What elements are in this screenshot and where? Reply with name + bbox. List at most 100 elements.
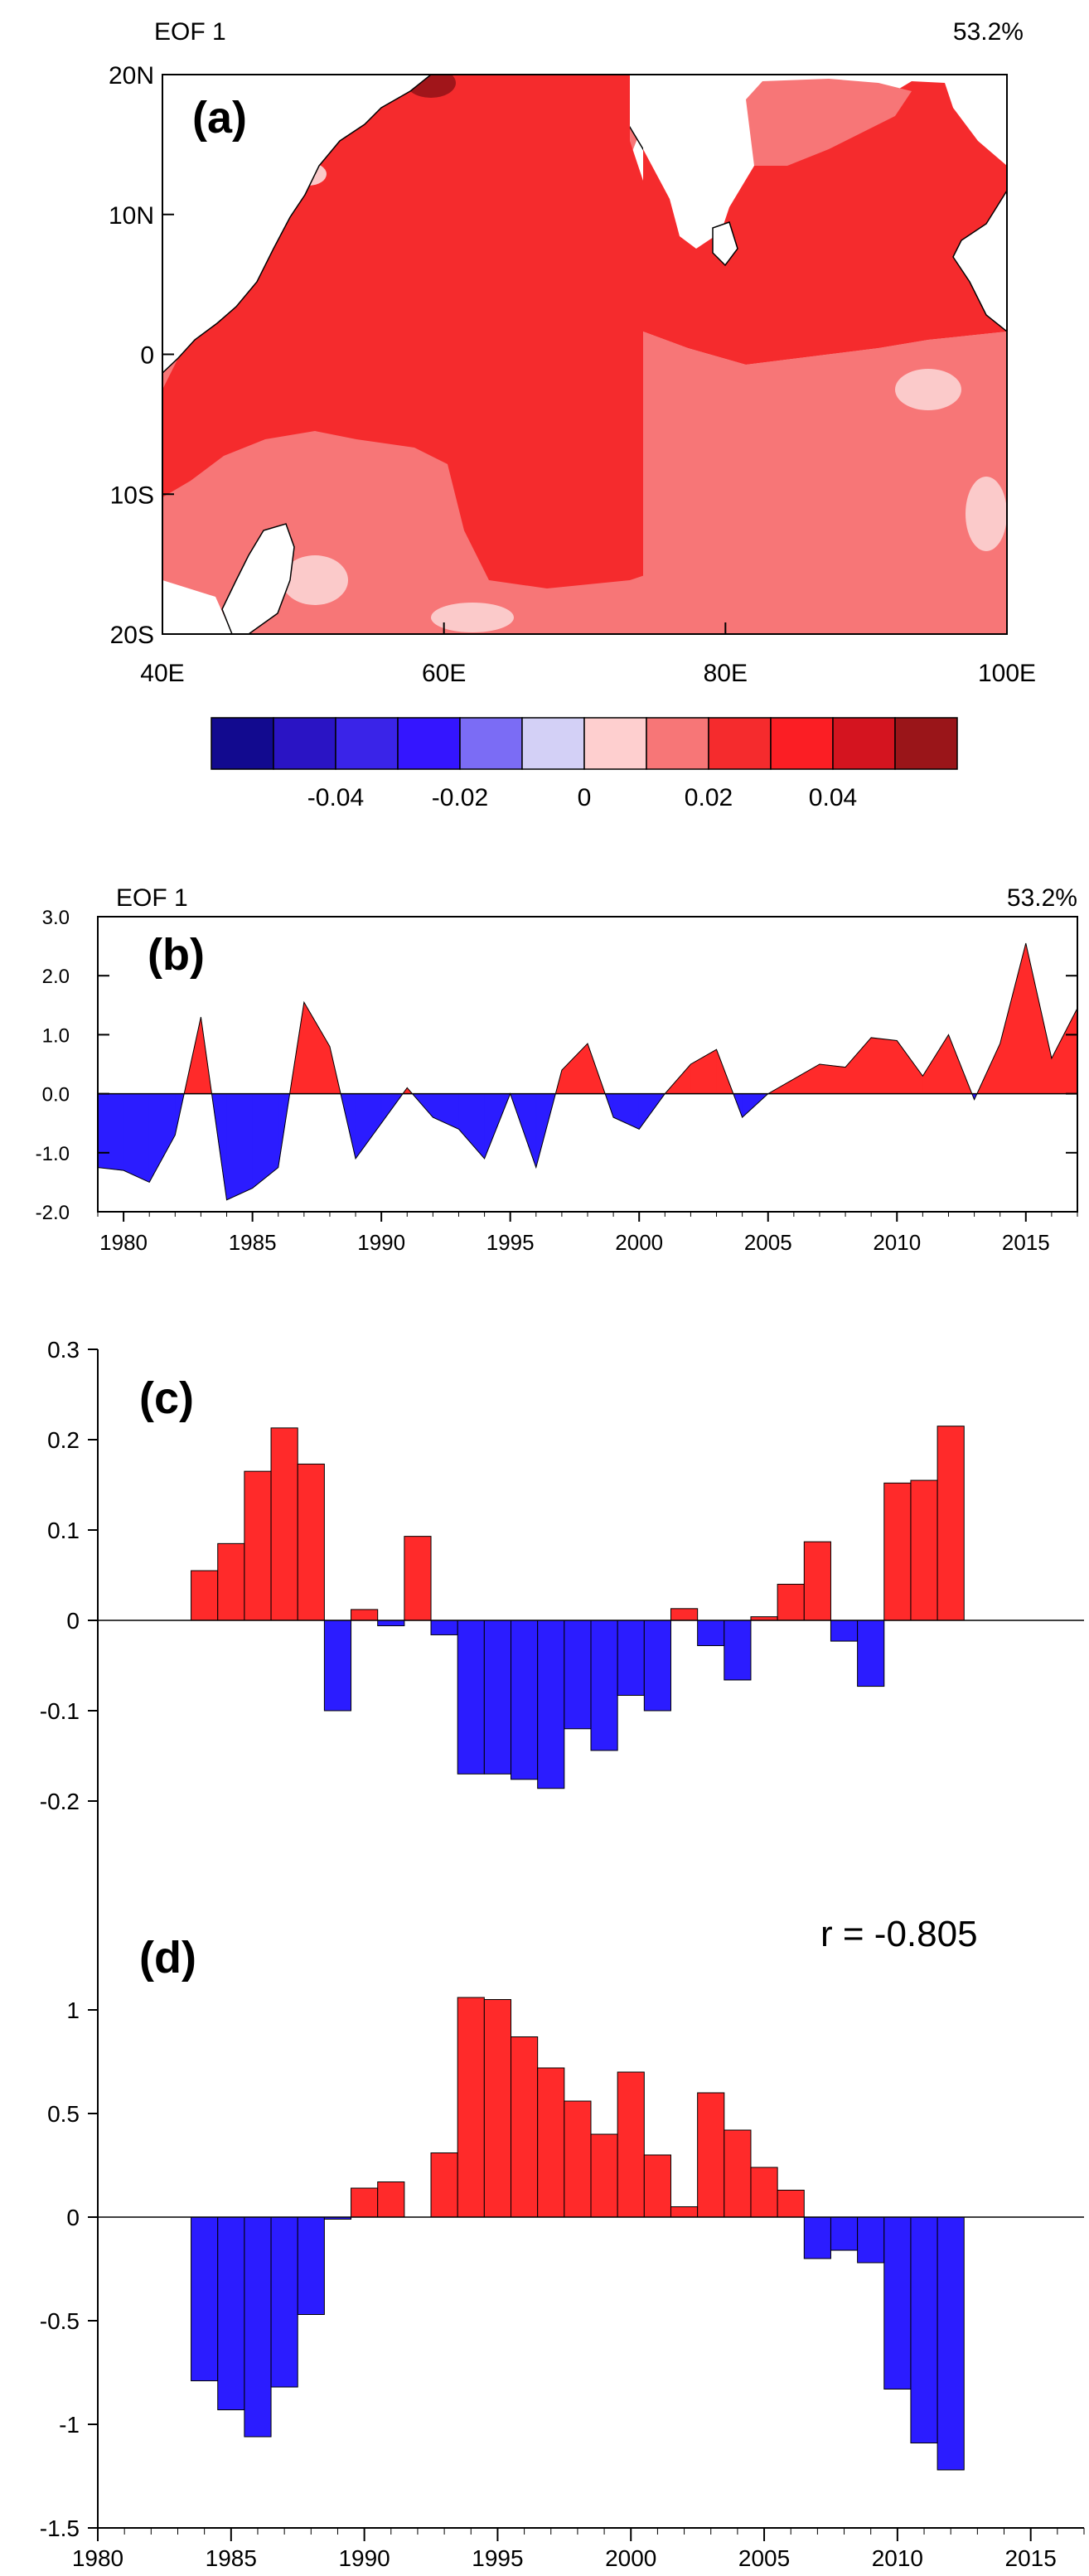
ocean-bay-medium: [746, 79, 912, 166]
map-y-tick-label: 20S: [110, 622, 154, 649]
colorbar-swatch: [894, 717, 958, 770]
colorbar-tick-label: -0.04: [307, 784, 364, 811]
x-tick-label: 1980: [99, 1230, 148, 1255]
bar: [830, 1620, 859, 1642]
y-tick-label: 0.5: [47, 2101, 80, 2127]
bar: [697, 2092, 725, 2218]
y-tick-label: -0.2: [40, 1789, 80, 1814]
bar: [191, 1570, 219, 1621]
x-tick-label: 2000: [615, 1230, 663, 1255]
land-africa-arabia: [162, 75, 433, 375]
map-y-tick-label: 0: [140, 342, 154, 370]
bar: [430, 1620, 458, 1635]
bar: [351, 2187, 379, 2218]
bar: [270, 2216, 298, 2388]
map-y-tick-label: 10S: [110, 482, 154, 509]
colorbar-swatch: [397, 717, 461, 770]
y-tick-label: 1.0: [42, 1024, 70, 1047]
bar: [297, 1463, 325, 1621]
x-tick-label: 2005: [738, 2545, 790, 2571]
map-x-tick-label: 80E: [704, 660, 748, 687]
panel-a: EOF 1 53.2%: [109, 18, 1036, 811]
weak-patch-south: [431, 603, 514, 632]
bar: [191, 2216, 219, 2381]
colorbar-swatch: [459, 717, 523, 770]
bar: [857, 1620, 885, 1687]
eof-series-line: [97, 942, 1078, 1201]
bar: [511, 2036, 539, 2218]
sst-map: [162, 75, 643, 634]
bar: [803, 1541, 831, 1621]
panel-b-variance: 53.2%: [1007, 884, 1077, 912]
bar: [483, 1620, 512, 1775]
colorbar-tick-label: 0.04: [809, 784, 857, 811]
y-tick-label: 0: [66, 2205, 80, 2230]
bar: [937, 2216, 965, 2471]
eof-positive-area: [183, 942, 1078, 1094]
map-axis-ticks: 40E 60E 80E 100E 20N 10N 0 10S 20S: [109, 62, 1036, 687]
weak-patch-southeast: [966, 477, 1007, 551]
colorbar-swatch: [583, 717, 647, 770]
bar: [643, 1620, 671, 1712]
bar: [430, 2152, 458, 2218]
bar: [777, 2190, 805, 2218]
colorbar-tick-label: 0.02: [685, 784, 733, 811]
x-tick-label: 1985: [229, 1230, 277, 1255]
y-tick-label: 0.0: [42, 1084, 70, 1106]
panel-b: EOF 1 53.2% -2.0 -1.0 0.0 1.0 2.0 3.0 1980 1985…: [36, 884, 1078, 1255]
panel-d-plot: -1.5 -1 -0.5 0 0.5 1 1980 1985 1990 1995 2000 2005 2…: [40, 1349, 1085, 2571]
x-tick-label: 2015: [1002, 1230, 1050, 1255]
bar: [377, 1620, 405, 1627]
bar: [937, 1426, 965, 1621]
x-tick-label: 1980: [72, 2545, 123, 2571]
bar: [617, 2071, 645, 2218]
eof-negative-area: [97, 1093, 978, 1201]
bar: [217, 2216, 245, 2410]
ocean-east-strong: [643, 81, 1007, 365]
bar: [617, 1620, 645, 1696]
bar: [910, 1479, 938, 1621]
bar: [244, 1470, 272, 1621]
panel-a-title: EOF 1: [154, 18, 226, 46]
panel-c-plot: -0.2 -0.1 0 0.1 0.2 0.3: [40, 1337, 1084, 1814]
panel-b-label: (b): [148, 930, 205, 980]
x-tick-label: 2010: [873, 1230, 921, 1255]
bar: [724, 1620, 752, 1681]
bar: [564, 1620, 592, 1730]
y-tick-label: -2.0: [36, 1202, 70, 1224]
y-tick-label: 1: [66, 1997, 80, 2023]
y-tick-label: -0.1: [40, 1698, 80, 1724]
panel-a-variance: 53.2%: [953, 18, 1024, 46]
bar: [910, 2216, 938, 2443]
colorbar: -0.04 -0.02 0 0.02 0.04: [211, 717, 958, 811]
colorbar-swatch: [832, 717, 896, 770]
colorbar-swatch: [646, 717, 709, 770]
bar: [643, 2154, 671, 2218]
y-tick-label: -1.0: [36, 1143, 70, 1165]
panel-cd: -0.2 -0.1 0 0.1 0.2 0.3 -1.5 -1 -0.5 0 0.5 1 1980 19…: [40, 1337, 1085, 2571]
x-tick-label: 2000: [605, 2545, 656, 2571]
sst-map-east: [643, 79, 1008, 634]
colorbar-swatch: [708, 717, 772, 770]
colorbar-swatch: [211, 717, 274, 770]
x-tick-label: 2015: [1005, 2545, 1057, 2571]
colorbar-swatch: [335, 717, 399, 770]
correlation-annotation: r = -0.805: [820, 1914, 978, 1954]
map-x-tick-label: 40E: [140, 660, 184, 687]
y-tick-label: -1: [59, 2412, 80, 2438]
land-sri-lanka: [712, 221, 738, 267]
bar: [457, 1997, 485, 2218]
map-y-tick-label: 20N: [109, 62, 154, 90]
bar: [670, 1608, 699, 1621]
panel-d-label: (d): [139, 1933, 196, 1983]
bar: [404, 1536, 432, 1621]
panel-a-label: (a): [192, 93, 247, 143]
bar: [670, 2206, 699, 2218]
colorbar-swatch: [273, 717, 336, 770]
y-tick-label: 3.0: [42, 907, 70, 929]
bar: [537, 2067, 565, 2218]
panel-b-plot: -2.0 -1.0 0.0 1.0 2.0 3.0 1980 1985 1990 1995 2000…: [36, 907, 1078, 1255]
x-tick-label: 1995: [472, 2545, 523, 2571]
bar: [537, 1620, 565, 1789]
